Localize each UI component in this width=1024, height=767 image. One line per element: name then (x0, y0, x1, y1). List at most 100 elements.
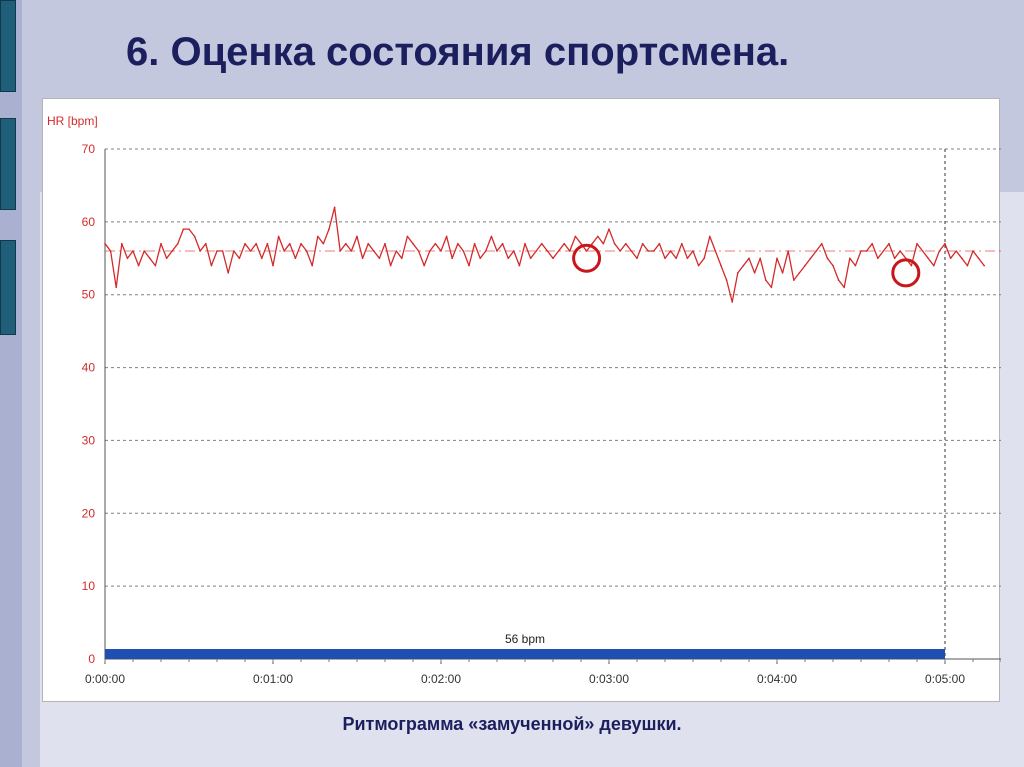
hr-data-point (944, 242, 946, 245)
hr-data-point (457, 242, 459, 245)
y-axis-label: HR [bpm] (47, 114, 98, 128)
hr-data-point (625, 242, 627, 245)
hr-data-point (798, 272, 801, 274)
left-decor-strip (0, 0, 22, 767)
hr-data-point (714, 250, 717, 252)
hr-data-point (350, 250, 353, 252)
hr-data-point (367, 242, 370, 245)
hr-data-point (440, 250, 442, 252)
hr-data-point (445, 235, 448, 238)
hr-data-point (518, 264, 521, 267)
hr-data-point (770, 286, 773, 289)
hr-data-point (193, 235, 196, 238)
hr-data-point (776, 257, 778, 260)
hr-data-point (765, 279, 767, 281)
hr-data-point (210, 264, 213, 267)
hr-data-point (837, 279, 840, 281)
hr-data-point (759, 257, 761, 260)
x-tick-label: 0:01:00 (253, 672, 293, 686)
hr-data-point (143, 250, 145, 252)
hr-data-point (227, 272, 229, 274)
hr-data-point (462, 250, 465, 252)
hr-data-point (821, 242, 823, 245)
slide-caption: Ритмограмма «замученной» девушки. (342, 714, 682, 734)
hr-data-point (927, 257, 929, 260)
hr-data-point (725, 279, 728, 281)
hr-data-point (496, 250, 498, 252)
hr-data-point (608, 228, 610, 230)
hr-data-point (249, 250, 252, 252)
hr-data-point (115, 286, 117, 289)
hr-data-point (849, 257, 851, 260)
hr-data-point (361, 257, 364, 260)
hr-data-point (501, 242, 504, 245)
hr-data-point (664, 257, 666, 260)
hr-data-point (345, 242, 347, 245)
y-tick-label: 10 (82, 579, 96, 593)
hr-data-point (602, 242, 605, 245)
hr-data-point (389, 264, 392, 267)
hr-data-point (720, 264, 722, 267)
hr-data-point (289, 242, 291, 245)
hr-data-point (423, 264, 426, 267)
hr-data-point (339, 250, 342, 252)
hr-data-point (333, 206, 336, 209)
hr-data-point (933, 264, 935, 267)
hr-data-point (266, 242, 269, 245)
hr-data-point (742, 264, 745, 267)
side-decor-block (0, 240, 16, 335)
hr-data-point (311, 264, 314, 267)
hr-data-point (669, 250, 672, 252)
hr-data-point (949, 257, 952, 260)
hr-data-point (731, 301, 733, 303)
hr-data-point (613, 242, 616, 245)
hr-data-point (832, 264, 834, 267)
hr-data-point (585, 250, 588, 252)
hr-data-point (188, 228, 190, 230)
hr-data-point (787, 250, 789, 252)
hr-data-point (546, 250, 549, 252)
side-decor-block (0, 118, 16, 210)
hr-data-point (535, 250, 537, 252)
heart-rate-chart: HR [bpm] 0 10 20 30 40 50 60 70 0:00:00 0:01:00 0:0… (47, 114, 1001, 686)
hr-data-point (109, 250, 112, 252)
hr-data-point (238, 257, 241, 260)
side-decor-block (0, 0, 16, 92)
annotation-circle (891, 258, 921, 288)
y-tick-label: 30 (82, 433, 96, 447)
y-tick-label: 60 (82, 215, 96, 229)
hr-data-point (860, 250, 862, 252)
hr-data-point (563, 242, 565, 245)
hr-data-point (524, 242, 526, 245)
hr-data-point (580, 242, 582, 245)
hr-data-point (272, 264, 274, 267)
hr-data-point (966, 264, 969, 267)
hr-data-point (479, 257, 482, 260)
hr-data-point (216, 250, 218, 252)
hr-data-point (865, 250, 868, 252)
hr-data-point (165, 257, 168, 260)
hr-data-point (826, 257, 829, 260)
hr-data-point (709, 235, 711, 238)
x-tick-label: 0:02:00 (421, 672, 461, 686)
hr-data-point (630, 250, 633, 252)
x-tick-label: 0:04:00 (757, 672, 797, 686)
hr-data-point (126, 257, 129, 260)
hr-data-point (378, 257, 381, 260)
hr-data-point (149, 257, 151, 260)
hr-data-point (597, 235, 599, 238)
hr-data-point (899, 250, 901, 252)
slide-title: 6. Оценка состояния спортсмена. (126, 30, 790, 74)
hr-data-point (636, 257, 638, 260)
hr-data-point (955, 250, 957, 252)
hr-data-point (322, 242, 325, 245)
baseline-bar (105, 649, 945, 659)
hr-data-point (809, 257, 812, 260)
hr-data-point (737, 272, 739, 274)
hr-data-point (434, 242, 437, 245)
y-tick-label: 70 (82, 142, 96, 156)
hr-data-point (255, 242, 257, 245)
hr-data-point (384, 242, 386, 245)
hr-data-point (703, 257, 705, 260)
hr-data-point (686, 257, 689, 260)
